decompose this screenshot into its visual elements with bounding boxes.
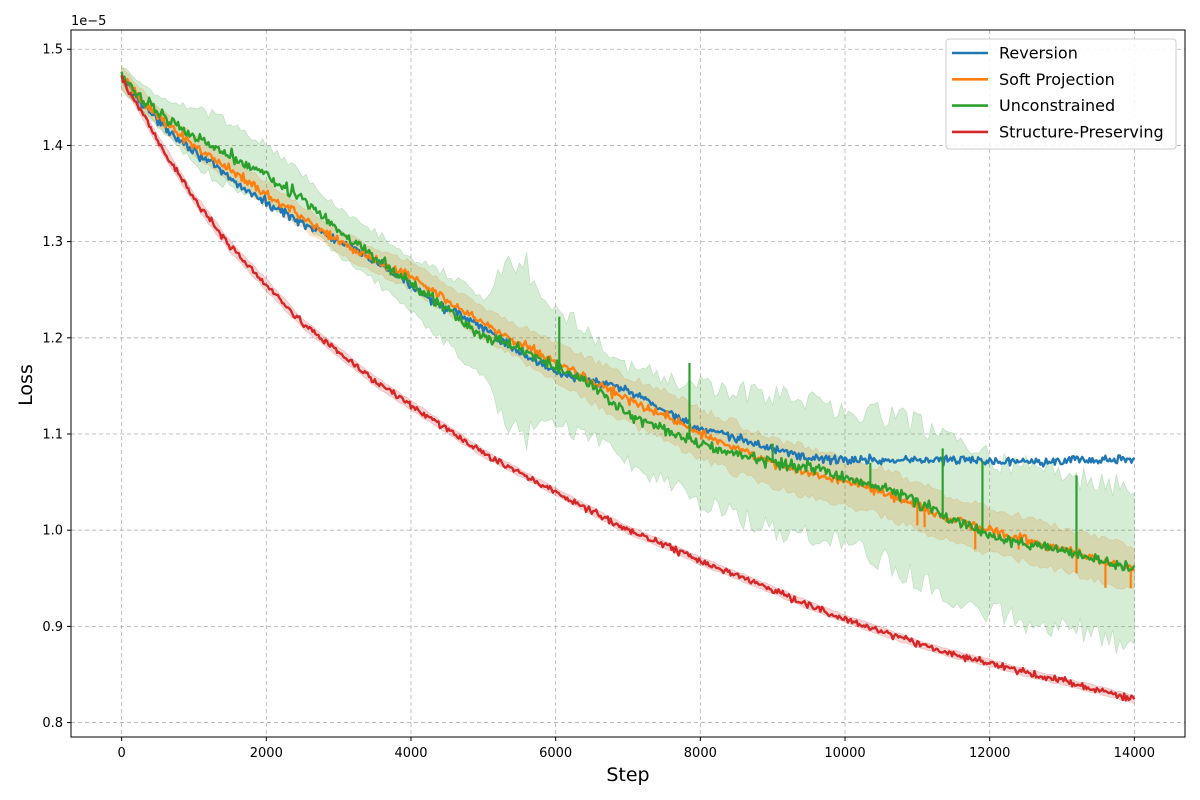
plot-frame [70,29,1186,738]
y-tick-label: 0.9 [42,620,63,635]
variance-band-2 [121,67,1135,654]
y-tick-label: 1.0 [42,524,63,539]
y-tick-label: 1.5 [42,43,63,58]
legend-entry-label: Reversion [999,44,1078,63]
series-line-reversion [120,74,1136,468]
legend-entry-label: Unconstrained [999,96,1115,115]
series-lines [120,71,1136,702]
x-tick-label: 0 [117,746,125,761]
x-axis-label: Step [606,764,649,786]
legend-box [945,38,1177,150]
y-axis-ticks: 0.8 0.9 1.0 1.1 1.2 1.3 1.4 1.5 [42,43,71,731]
y-tick-label: 1.4 [42,139,63,154]
legend-entry-label: Structure-Preserving [999,122,1164,141]
legend-entry-label: Soft Projection [999,70,1115,89]
y-axis-label: Loss [15,364,37,406]
x-tick-label: 2000 [250,746,283,761]
variance-band-3 [121,73,1135,705]
series-line-structure-preserving [120,74,1136,702]
y-tick-label: 0.8 [42,716,63,731]
legend: Reversion Soft Projection Unconstrained Str… [945,38,1177,150]
x-tick-label: 8000 [684,746,717,761]
y-tick-label: 1.2 [42,331,63,346]
x-axis-ticks: 0 2000 4000 6000 8000 10000 12000 14000 [117,737,1155,761]
series-line-unconstrained [120,71,1136,572]
x-tick-label: 12000 [969,746,1010,761]
y-offset-label: 1e−5 [71,14,106,29]
x-tick-label: 10000 [824,746,865,761]
y-tick-label: 1.3 [42,235,63,250]
x-tick-label: 4000 [394,746,427,761]
x-tick-label: 14000 [1114,746,1155,761]
x-tick-label: 6000 [539,746,572,761]
y-tick-label: 1.1 [42,428,63,443]
